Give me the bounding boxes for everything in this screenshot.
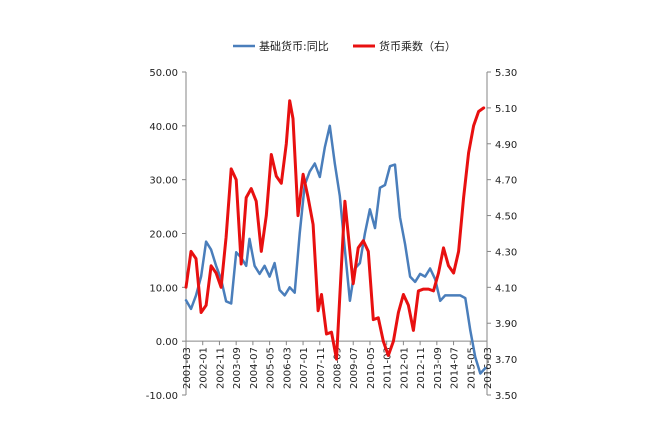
- left-tick-label: 40.00: [149, 122, 178, 133]
- x-tick-label: 2012-11: [416, 347, 427, 389]
- series-layer: [184, 99, 487, 375]
- x-tick-label: 2002-01: [199, 347, 210, 389]
- axes: -10.00 0.00 10.00 20.00 30.00 40.00 50.00 3.50 3…: [146, 68, 518, 402]
- right-tick-label: 5.30: [495, 68, 517, 79]
- left-tick-label: 10.00: [149, 283, 178, 294]
- x-tick-label: 2001-03: [182, 347, 193, 389]
- right-tick-label: 3.90: [495, 319, 517, 330]
- right-tick-label: 4.30: [495, 247, 517, 258]
- right-tick-label: 3.50: [495, 391, 517, 402]
- left-tick-label: 0.00: [156, 337, 178, 348]
- x-tick-label: 2014-07: [450, 347, 461, 389]
- x-tick-label: 2016-03: [483, 347, 494, 389]
- x-tick-label: 2013-09: [433, 347, 444, 389]
- x-tick-label: 2002-11: [215, 347, 226, 389]
- right-tick-label: 3.70: [495, 355, 517, 366]
- x-tick-label: 2011-03: [383, 347, 394, 389]
- x-tick-label: 2004-07: [249, 347, 260, 389]
- x-tick-label: 2006-03: [282, 347, 293, 389]
- x-tick-label: 2007-01: [299, 347, 310, 389]
- x-tick-label: 2005-05: [266, 347, 277, 389]
- x-tick-label: 2003-09: [232, 347, 243, 389]
- right-tick-label: 4.90: [495, 140, 517, 151]
- series-line-2: [184, 99, 486, 361]
- legend: 基础货币:同比 货币乘数（右）: [233, 39, 456, 53]
- left-tick-label: 20.00: [149, 230, 178, 241]
- right-tick-label: 4.10: [495, 283, 517, 294]
- right-tick-label: 4.50: [495, 212, 517, 223]
- left-tick-label: -10.00: [146, 391, 178, 402]
- left-tick-label: 30.00: [149, 176, 178, 187]
- legend-label-2: 货币乘数（右）: [379, 39, 456, 53]
- series-line-1: [184, 124, 487, 375]
- legend-label-1: 基础货币:同比: [259, 39, 329, 53]
- x-tick-label: 2012-01: [399, 347, 410, 389]
- x-tick-label: 2008-09: [333, 347, 344, 389]
- x-tick-label: 2010-05: [366, 347, 377, 389]
- x-tick-label: 2015-05: [466, 347, 477, 389]
- left-tick-label: 50.00: [149, 68, 178, 79]
- right-tick-label: 4.70: [495, 176, 517, 187]
- x-tick-label: 2009-07: [349, 347, 360, 389]
- x-tick-label: 2007-11: [316, 347, 327, 389]
- right-tick-label: 5.10: [495, 104, 517, 115]
